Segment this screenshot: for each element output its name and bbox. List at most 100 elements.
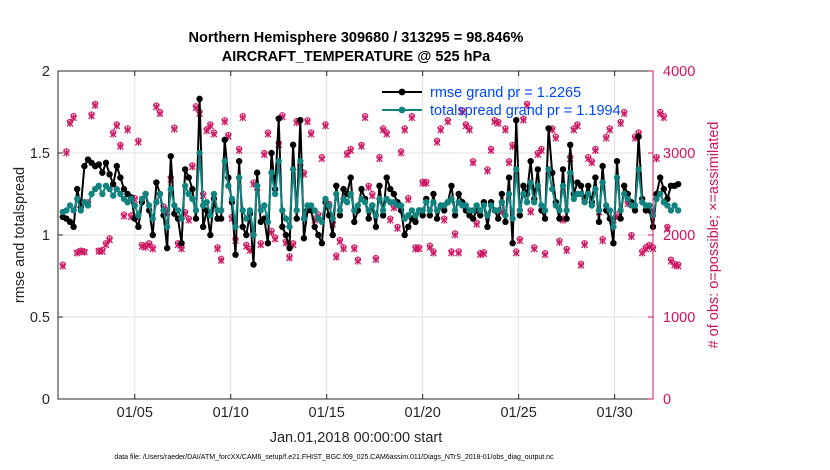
obs-assimilated-marker	[109, 130, 117, 138]
y-axis-right-label: # of obs: o=possible; ×=assimilated	[706, 122, 722, 349]
totalspread-point	[192, 207, 200, 214]
x-tick-label: 01/20	[405, 405, 441, 421]
totalspread-point	[603, 202, 610, 209]
totalspread-point	[653, 195, 660, 203]
totalspread-point	[495, 207, 502, 214]
totalspread-point	[448, 195, 455, 203]
obs-assimilated-marker	[502, 126, 509, 134]
totalspread-point	[307, 202, 315, 209]
obs-assimilated-marker	[106, 236, 114, 244]
rmse-point	[520, 182, 527, 189]
totalspread-point	[99, 190, 106, 198]
totalspread-point	[473, 202, 480, 209]
totalspread-point	[271, 190, 279, 198]
totalspread-point	[207, 212, 214, 219]
x-tick-label: 01/10	[213, 405, 249, 421]
rmse-point	[372, 223, 380, 230]
obs-assimilated-marker	[188, 163, 196, 171]
totalspread-point	[149, 215, 156, 222]
totalspread-point	[361, 199, 369, 206]
obs-assimilated-marker	[430, 249, 437, 257]
obs-assimilated-marker	[440, 216, 448, 224]
line-layer	[59, 95, 682, 268]
obs-assimilated-marker	[185, 216, 193, 224]
totalspread-point	[606, 207, 614, 214]
rmse-point	[405, 223, 412, 230]
rmse-point	[585, 182, 592, 189]
rmse-point	[318, 240, 326, 247]
obs-assimilated-marker	[120, 212, 128, 220]
totalspread-point	[405, 212, 412, 219]
legend-spread-label: totalspread grand pr = 1.1994	[430, 103, 621, 119]
rmse-point	[250, 261, 257, 268]
obs-assimilated-marker	[556, 238, 563, 246]
rmse-point	[674, 180, 682, 188]
obs-assimilated-marker	[376, 155, 383, 163]
rmse-point	[207, 231, 214, 239]
legend-rmse-marker	[398, 88, 406, 96]
totalspread-point	[318, 218, 326, 226]
y-tick-label-right: 4000	[663, 64, 695, 80]
obs-assimilated-marker	[606, 126, 614, 134]
rmse-point	[239, 223, 246, 230]
totalspread-point	[664, 202, 671, 209]
totalspread-point	[354, 202, 362, 209]
rmse-point	[300, 235, 308, 242]
rmse-point	[660, 185, 667, 193]
obs-assimilated-marker	[260, 151, 268, 159]
rmse-point	[153, 179, 160, 186]
totalspread-point	[70, 207, 77, 214]
totalspread-point	[523, 199, 531, 206]
obs-assimilated-marker	[116, 142, 124, 150]
rmse-point	[635, 133, 642, 140]
rmse-point	[599, 162, 606, 170]
totalspread-point	[397, 202, 405, 209]
totalspread-point	[336, 207, 344, 214]
obs-assimilated-marker	[102, 241, 110, 249]
obs-assimilated-marker	[332, 253, 340, 261]
totalspread-point	[513, 166, 520, 173]
totalspread-point	[674, 207, 682, 214]
obs-assimilated-marker	[663, 224, 671, 232]
obs-assimilated-marker	[206, 122, 214, 130]
totalspread-point	[138, 195, 146, 203]
totalspread-point	[73, 195, 81, 203]
obs-assimilated-marker	[221, 118, 229, 126]
rmse-point	[358, 185, 365, 193]
totalspread-point	[631, 202, 639, 209]
totalspread-point	[210, 190, 218, 198]
obs-assimilated-marker	[397, 149, 405, 157]
totalspread-point	[261, 202, 268, 209]
obs-assimilated-marker	[552, 134, 560, 142]
obs-assimilated-marker	[674, 262, 682, 270]
obs-assimilated-marker	[156, 110, 164, 118]
obs-assimilated-marker	[149, 245, 157, 253]
obs-assimilated-marker	[642, 245, 650, 253]
totalspread-point	[228, 195, 236, 203]
rmse-point	[264, 240, 272, 247]
rmse-point	[505, 174, 513, 181]
totalspread-point	[106, 185, 113, 193]
rmse-point	[135, 223, 142, 230]
totalspread-point	[559, 182, 567, 189]
obs-assimilated-marker	[210, 130, 218, 138]
rmse-point	[167, 153, 174, 160]
rmse-point	[113, 162, 120, 170]
totalspread-point	[433, 207, 441, 214]
rmse-point	[333, 182, 340, 189]
obs-assimilated-marker	[530, 245, 538, 253]
x-tick-label: 01/30	[596, 405, 632, 421]
totalspread-point	[484, 212, 491, 219]
obs-assimilated-marker	[523, 101, 531, 109]
obs-assimilated-marker	[124, 126, 132, 134]
rmse-point	[556, 215, 563, 222]
obs-assimilated-marker	[660, 114, 668, 122]
obs-assimilated-marker	[383, 130, 391, 138]
x-tick-label: 01/15	[309, 405, 345, 421]
rmse-point	[149, 231, 156, 239]
rmse-point	[99, 169, 106, 176]
totalspread-point	[351, 207, 358, 214]
rmse-point	[286, 244, 293, 252]
totalspread-point	[419, 207, 426, 214]
